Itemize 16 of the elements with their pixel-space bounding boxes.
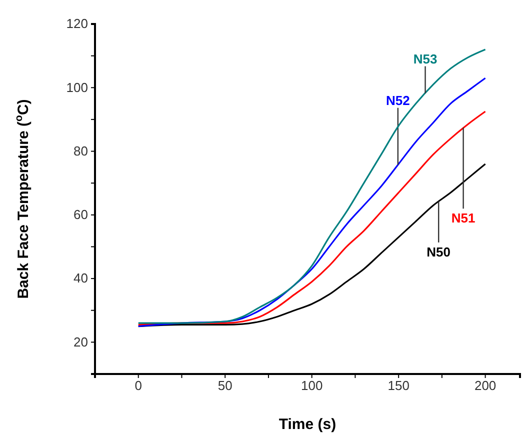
text: N51: [451, 210, 476, 226]
text: N52: [386, 92, 410, 108]
y-tick-label: 20: [74, 334, 88, 350]
x-tick-label: 100: [300, 378, 323, 394]
series-label: N50: [426, 244, 451, 260]
y-tick-label: 40: [74, 270, 88, 286]
y-tick-label: 80: [74, 143, 88, 158]
x-tick-label: 0: [134, 378, 142, 394]
x-tick-label: 200: [474, 378, 496, 394]
x-tick-label: 150: [388, 378, 410, 394]
series-label: N53: [413, 51, 438, 66]
y-tick-label: 120: [66, 16, 88, 32]
y-tick-label: 100: [66, 80, 88, 95]
y-tick-label: 60: [74, 207, 88, 222]
x-axis-title: Time (s): [278, 416, 336, 433]
x-tick-label: 50: [218, 378, 232, 394]
